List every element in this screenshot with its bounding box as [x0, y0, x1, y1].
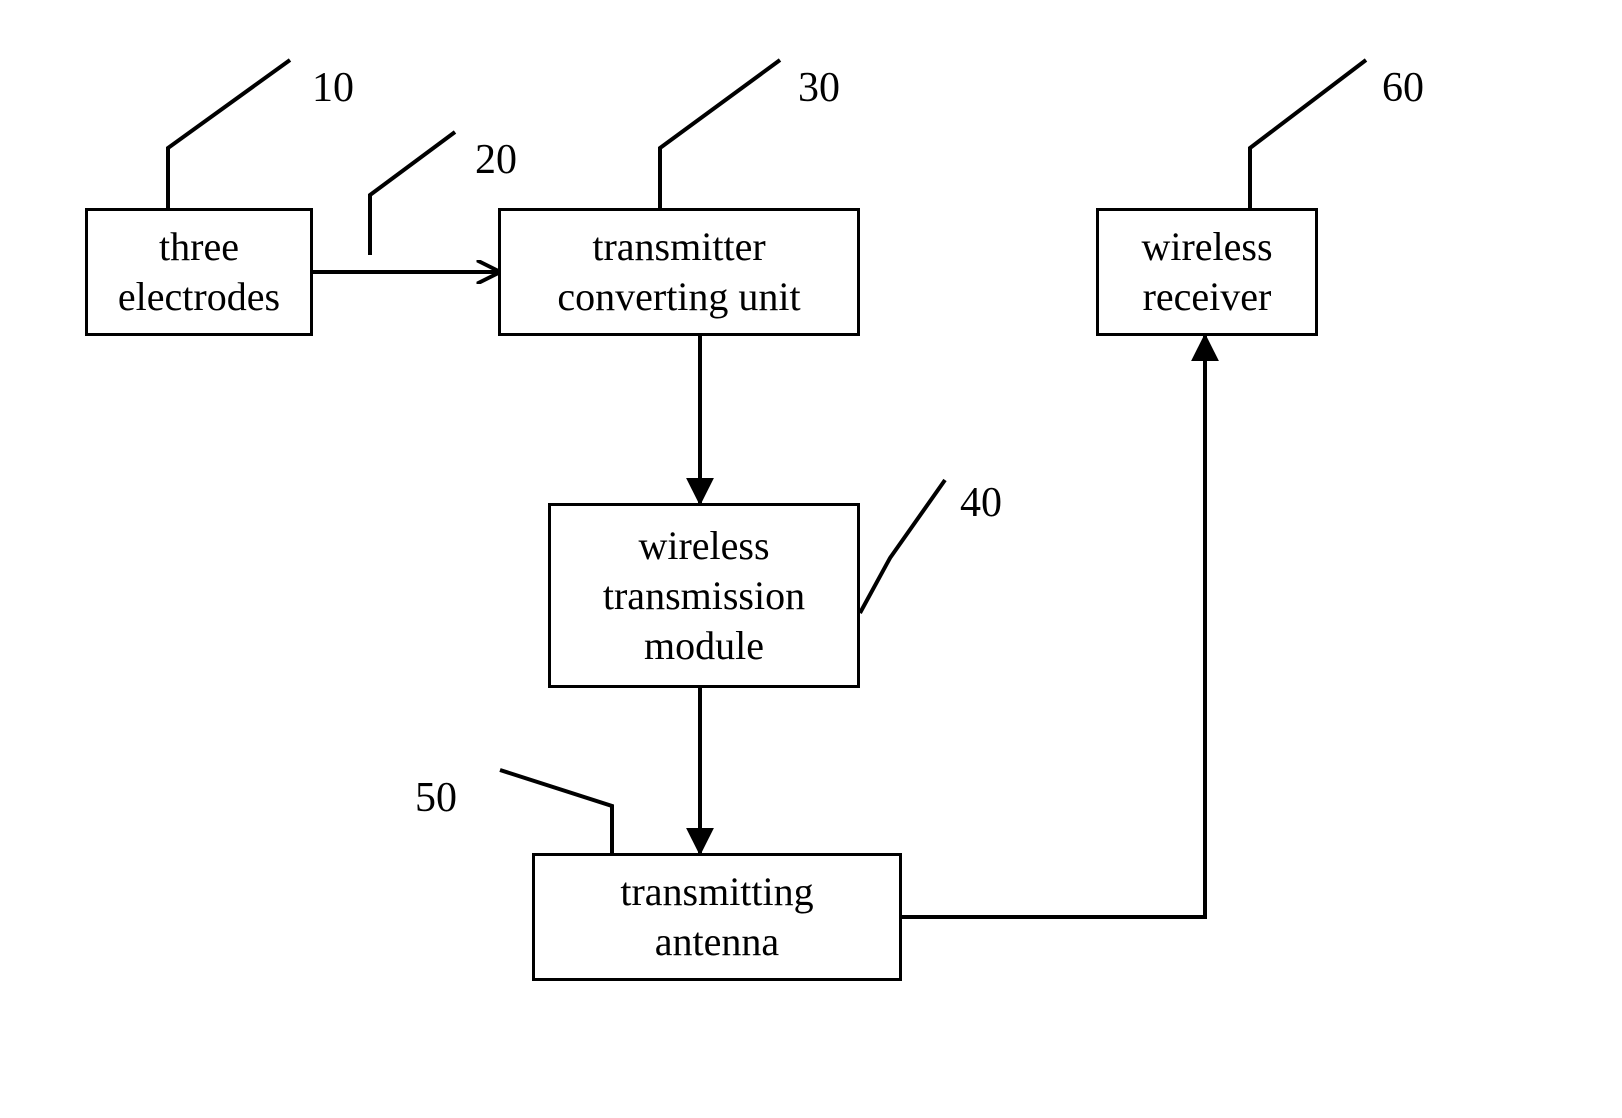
- leader-60: [1250, 60, 1366, 208]
- edge-antenna-to-receiver: [902, 336, 1205, 917]
- node-antenna-text: transmittingantenna: [620, 867, 813, 967]
- node-wireless-transmission-module: wirelesstransmissionmodule: [548, 503, 860, 688]
- ref-label-10: 10: [312, 64, 354, 112]
- ref-label-30: 30: [798, 64, 840, 112]
- leader-30: [660, 60, 780, 208]
- leader-20: [370, 132, 455, 255]
- leader-10: [168, 60, 290, 208]
- node-receiver-text: wirelessreceiver: [1141, 222, 1272, 322]
- node-three-electrodes: threeelectrodes: [85, 208, 313, 336]
- node-transmitting-antenna: transmittingantenna: [532, 853, 902, 981]
- node-tx-module-text: wirelesstransmissionmodule: [603, 521, 805, 671]
- ref-label-20: 20: [475, 136, 517, 184]
- node-wireless-receiver: wirelessreceiver: [1096, 208, 1318, 336]
- leader-50: [500, 770, 612, 853]
- ref-label-60: 60: [1382, 64, 1424, 112]
- ref-label-40: 40: [960, 479, 1002, 527]
- ref-label-50: 50: [415, 774, 457, 822]
- node-three-electrodes-text: threeelectrodes: [118, 222, 280, 322]
- leader-40: [860, 480, 945, 613]
- node-transmitter-converting-unit: transmitterconverting unit: [498, 208, 860, 336]
- node-converter-text: transmitterconverting unit: [557, 222, 800, 322]
